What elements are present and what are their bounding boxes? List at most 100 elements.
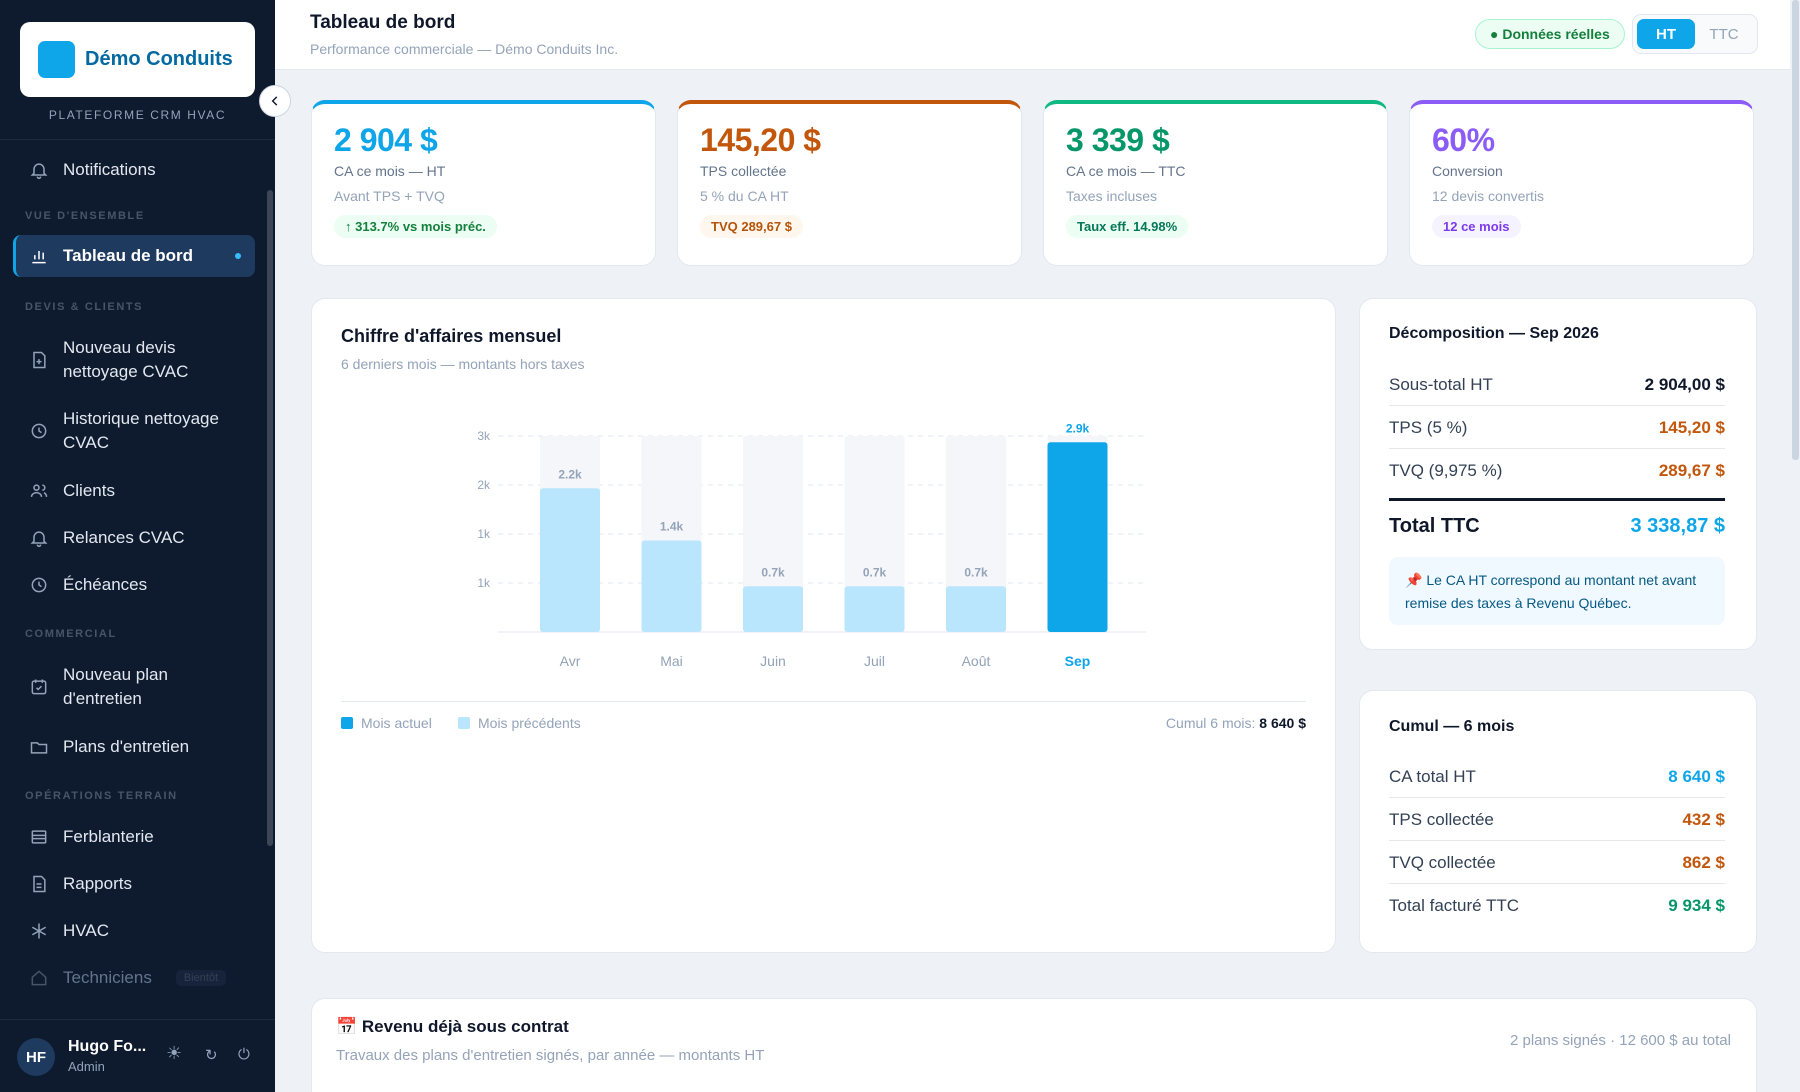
row-value: 432 $ bbox=[1682, 810, 1725, 829]
bar-track bbox=[743, 436, 803, 632]
sidebar-item-notifications[interactable]: Notifications bbox=[13, 157, 255, 183]
bar bbox=[540, 488, 600, 632]
brand-name: Démo Conduits bbox=[85, 48, 233, 70]
sidebar-item-label: Relances CVAC bbox=[63, 528, 185, 547]
soon-badge: Bientôt bbox=[175, 970, 227, 986]
bell-icon bbox=[30, 531, 48, 548]
bar-data-label: 0.7k bbox=[761, 565, 785, 579]
platform-label: PLATEFORME CRM HVAC bbox=[48, 108, 227, 122]
bell-icon bbox=[30, 163, 48, 180]
kpi-value: 2 904 $ bbox=[334, 122, 438, 158]
live-data-badge: ● Données réelles bbox=[1475, 19, 1625, 49]
breakdown-row-tvq: TVQ (9,975 %) 289,67 $ bbox=[1389, 461, 1725, 491]
legend-previous: Mois précédents bbox=[458, 715, 581, 731]
bar-track bbox=[844, 436, 905, 632]
sidebar-item-sheet-metal[interactable]: Ferblanterie bbox=[13, 824, 255, 850]
page-scrollbar[interactable] bbox=[1792, 0, 1799, 460]
cumul-title: Cumul — 6 mois bbox=[1389, 718, 1515, 735]
sidebar-item-hvac[interactable]: HVAC bbox=[13, 918, 255, 944]
snowflake-icon bbox=[31, 923, 47, 939]
kpi-subtext: 5 % du CA HT bbox=[700, 188, 789, 204]
sidebar-item-label: Ferblanterie bbox=[63, 827, 154, 846]
sidebar-footer-divider bbox=[0, 1019, 275, 1020]
y-tick-label: 3k bbox=[477, 429, 491, 443]
row-value: 2 904,00 $ bbox=[1644, 375, 1725, 394]
home-icon bbox=[31, 970, 47, 986]
cumul-row-tvq: TVQ collectée 862 $ bbox=[1389, 853, 1725, 884]
users-icon bbox=[30, 484, 48, 497]
sidebar-item-history[interactable]: Historique nettoyage CVAC bbox=[13, 407, 255, 455]
sidebar-scrollbar[interactable] bbox=[267, 190, 273, 846]
user-role: Admin bbox=[68, 1059, 105, 1074]
page-subtitle: Performance commerciale — Démo Conduits … bbox=[310, 41, 619, 57]
label-line-1: Nouveau devis bbox=[63, 338, 176, 357]
sidebar-item-clients[interactable]: Clients bbox=[13, 478, 255, 504]
chart-subtitle: 6 derniers mois — montants hors taxes bbox=[341, 356, 585, 372]
breakdown-row-tps: TPS (5 %) 145,20 $ bbox=[1389, 418, 1725, 449]
chevron-left-icon bbox=[271, 96, 278, 106]
info-note: 📌 Le CA HT correspond au montant net ava… bbox=[1389, 557, 1725, 625]
sidebar: Démo Conduits PLATEFORME CRM HVAC Notifi… bbox=[0, 0, 275, 1092]
contract-subtitle: Travaux des plans d'entretien signés, pa… bbox=[336, 1047, 765, 1064]
sidebar-item-technicians[interactable]: Techniciens Bientôt bbox=[13, 965, 255, 991]
sidebar-item-dashboard[interactable]: Tableau de bord bbox=[13, 235, 255, 277]
sun-icon[interactable]: ☀ bbox=[166, 1043, 183, 1063]
sidebar-item-deadlines[interactable]: Échéances bbox=[13, 572, 255, 598]
power-icon[interactable]: ⏻ bbox=[238, 1046, 250, 1063]
sidebar-item-reports[interactable]: Rapports bbox=[13, 871, 255, 897]
revenue-chart-card bbox=[311, 298, 1336, 953]
collapse-sidebar-button[interactable] bbox=[259, 85, 291, 117]
kpi-badge: ↑ 313.7% vs mois préc. bbox=[334, 215, 497, 238]
breakdown-total: Total TTC 3 338,87 $ bbox=[1389, 515, 1725, 548]
y-tick-label: 1k bbox=[477, 527, 491, 541]
toggle-ht[interactable]: HT bbox=[1637, 19, 1695, 49]
tax-mode-toggle: HT TTC bbox=[1632, 14, 1758, 54]
breakdown-title: Décomposition — Sep 2026 bbox=[1389, 325, 1599, 342]
refresh-icon[interactable]: ↻ bbox=[205, 1047, 218, 1064]
kpi-label: CA ce mois — HT bbox=[334, 163, 446, 179]
sidebar-item-new-quote[interactable]: Nouveau devis nettoyage CVAC bbox=[13, 336, 255, 384]
kpi-label: CA ce mois — TTC bbox=[1066, 163, 1186, 179]
kpi-badge: 12 ce mois bbox=[1432, 215, 1521, 238]
kpi-value: 3 339 $ bbox=[1066, 122, 1170, 158]
sidebar-item-label: Échéances bbox=[63, 575, 148, 594]
user-name: Hugo Fo... bbox=[68, 1038, 147, 1055]
folder-icon bbox=[30, 742, 48, 754]
avatar[interactable]: HF bbox=[17, 1038, 55, 1076]
brand-logo bbox=[38, 41, 75, 78]
clock-icon bbox=[31, 577, 47, 593]
legend-swatch-current bbox=[341, 717, 353, 729]
kpi-card-revenue-ttc: 3 339 $ CA ce mois — TTC Taxes incluses … bbox=[1043, 100, 1388, 266]
file-plus-icon bbox=[33, 351, 46, 369]
x-tick-label: Juil bbox=[864, 653, 885, 669]
kpi-label: TPS collectée bbox=[700, 163, 787, 179]
bar-data-label: 0.7k bbox=[964, 565, 988, 579]
sidebar-item-new-plan[interactable]: Nouveau plan d'entretien bbox=[13, 663, 255, 711]
legend-label: Mois précédents bbox=[478, 715, 581, 731]
legend-swatch-previous bbox=[458, 717, 470, 729]
bar bbox=[641, 540, 702, 632]
bar bbox=[1047, 442, 1108, 632]
page-title: Tableau de bord bbox=[310, 12, 456, 33]
sidebar-item-reminders[interactable]: Relances CVAC bbox=[13, 525, 255, 551]
page-header: Tableau de bord Performance commerciale … bbox=[275, 0, 1790, 70]
cumul-row-ca: CA total HT 8 640 $ bbox=[1389, 767, 1725, 798]
chart-divider bbox=[341, 701, 1306, 702]
sidebar-item-label: Tableau de bord bbox=[63, 246, 194, 265]
kpi-card-tps: 145,20 $ TPS collectée 5 % du CA HT TVQ … bbox=[677, 100, 1022, 266]
y-tick-label: 1k bbox=[477, 576, 491, 590]
sidebar-item-label: Clients bbox=[63, 481, 115, 500]
section-title-overview: VUE D'ENSEMBLE bbox=[25, 210, 145, 222]
toggle-ttc[interactable]: TTC bbox=[1709, 25, 1739, 43]
chart-title: Chiffre d'affaires mensuel bbox=[341, 326, 562, 346]
label-line-1: Nouveau plan bbox=[63, 665, 168, 684]
cumul-summary: Cumul 6 mois: 8 640 $ bbox=[1166, 715, 1306, 731]
section-title-commercial: COMMERCIAL bbox=[25, 628, 117, 640]
sidebar-item-plans[interactable]: Plans d'entretien bbox=[13, 734, 255, 760]
bar-data-label: 2.2k bbox=[558, 467, 582, 481]
legend-label: Mois actuel bbox=[361, 715, 432, 731]
x-tick-label: Août bbox=[962, 653, 991, 669]
brand-card[interactable]: Démo Conduits bbox=[20, 22, 255, 97]
sidebar-item-label: Nouveau plan d'entretien bbox=[63, 663, 168, 711]
bar-data-label: 1.4k bbox=[660, 520, 684, 534]
